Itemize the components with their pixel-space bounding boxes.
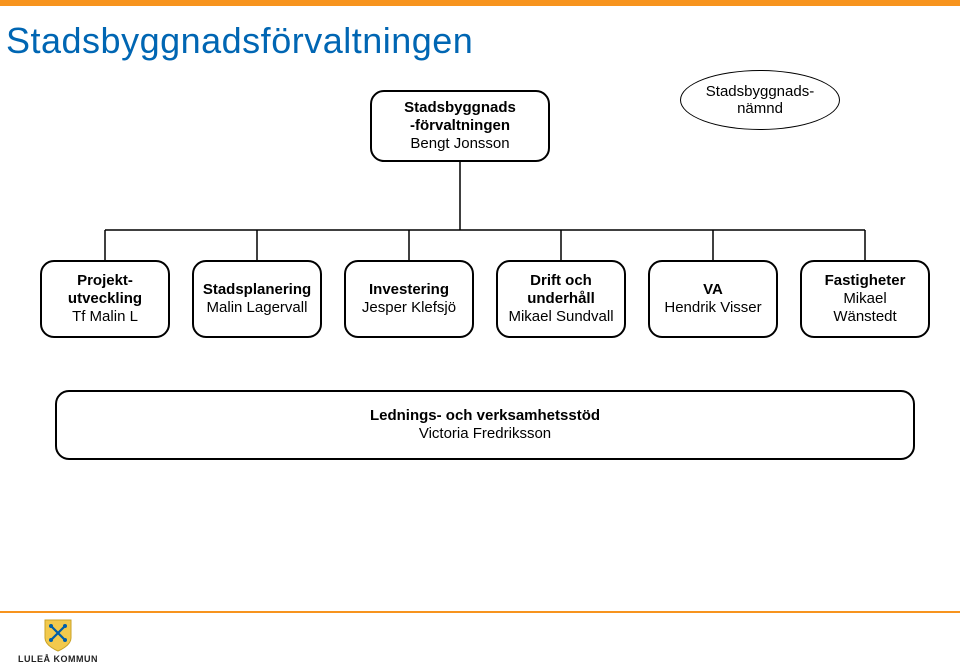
top-box-line1: Stadsbyggnads	[404, 99, 516, 117]
committee-ellipse: Stadsbyggnads- nämnd	[680, 70, 840, 130]
dept-line: Wänstedt	[833, 308, 896, 326]
dept-line: Tf Malin L	[72, 308, 138, 326]
top-box-line3: Bengt Jonsson	[410, 135, 509, 153]
top-box-line2: -förvaltningen	[410, 117, 510, 135]
dept-box: FastigheterMikaelWänstedt	[800, 260, 930, 338]
dept-box: VAHendrik Visser	[648, 260, 778, 338]
dept-line: Hendrik Visser	[664, 299, 761, 317]
shield-icon	[43, 618, 73, 652]
dept-line: Malin Lagervall	[207, 299, 308, 317]
dept-line: Mikael Sundvall	[508, 308, 613, 326]
dept-line: Drift och	[530, 272, 592, 290]
ellipse-line2: nämnd	[737, 100, 783, 117]
dept-line: utveckling	[68, 290, 142, 308]
dept-line: Fastigheter	[825, 272, 906, 290]
support-line1: Lednings- och verksamhetsstöd	[370, 407, 600, 425]
dept-line: underhåll	[527, 290, 595, 308]
dept-line: Projekt-	[77, 272, 133, 290]
dept-box: InvesteringJesper Klefsjö	[344, 260, 474, 338]
dept-line: Stadsplanering	[203, 281, 311, 299]
dept-box: Drift ochunderhållMikael Sundvall	[496, 260, 626, 338]
dept-box: StadsplaneringMalin Lagervall	[192, 260, 322, 338]
municipality-logo: LULEÅ KOMMUN	[18, 618, 98, 664]
dept-line: Investering	[369, 281, 449, 299]
footer-bar: LULEÅ KOMMUN	[0, 611, 960, 669]
footer-text: LULEÅ KOMMUN	[18, 654, 98, 664]
top-org-box: Stadsbyggnads -förvaltningen Bengt Jonss…	[370, 90, 550, 162]
dept-line: Jesper Klefsjö	[362, 299, 456, 317]
dept-box: Projekt-utvecklingTf Malin L	[40, 260, 170, 338]
support-line2: Victoria Fredriksson	[419, 425, 551, 443]
support-box: Lednings- och verksamhetsstöd Victoria F…	[55, 390, 915, 460]
ellipse-line1: Stadsbyggnads-	[706, 83, 814, 100]
dept-line: VA	[703, 281, 723, 299]
dept-line: Mikael	[843, 290, 886, 308]
